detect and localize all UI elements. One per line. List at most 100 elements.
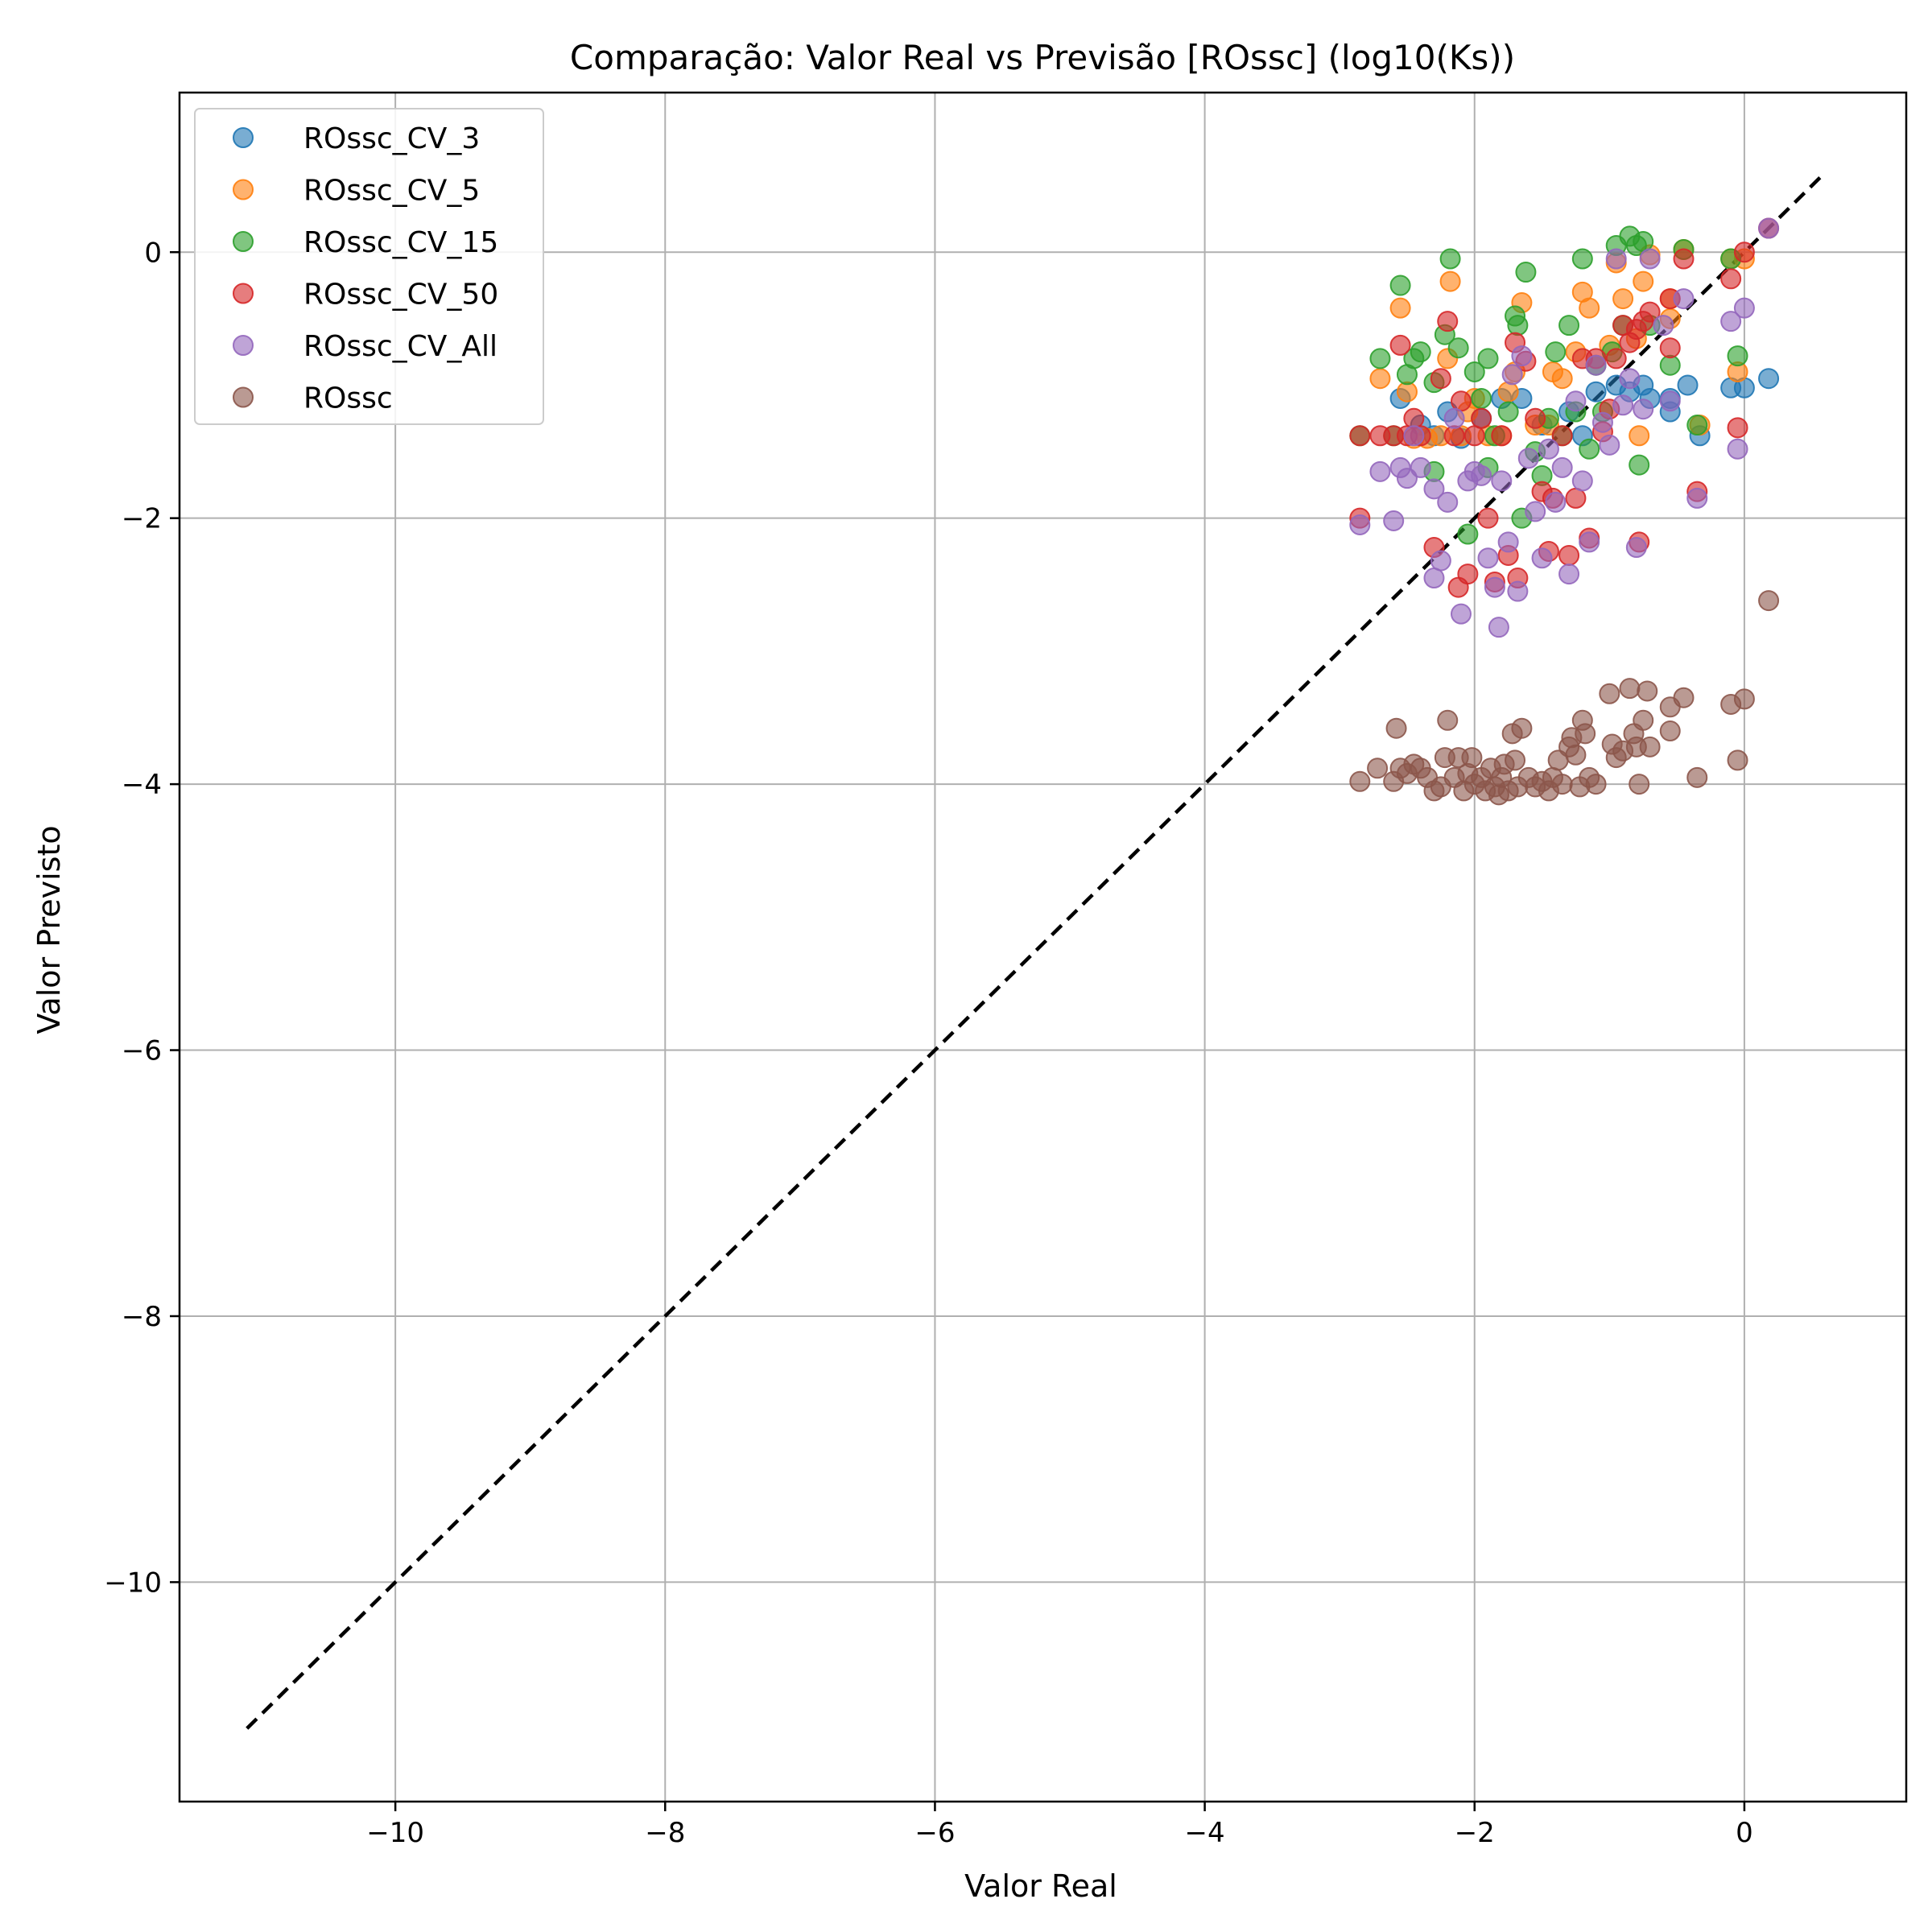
data-point bbox=[1491, 470, 1513, 492]
plot-area bbox=[178, 91, 1908, 1803]
data-point bbox=[1629, 774, 1650, 795]
grid bbox=[180, 93, 1906, 1802]
data-point bbox=[1423, 478, 1445, 500]
data-point bbox=[1758, 368, 1780, 390]
data-point bbox=[1457, 564, 1479, 585]
data-point bbox=[1507, 315, 1529, 336]
data-point bbox=[1612, 288, 1634, 310]
data-point bbox=[1639, 301, 1661, 323]
data-point bbox=[1551, 425, 1573, 447]
x-tick-label: 0 bbox=[1736, 1817, 1753, 1849]
data-point bbox=[1505, 749, 1526, 771]
legend-marker bbox=[233, 231, 254, 252]
data-point bbox=[1571, 248, 1593, 270]
data-point bbox=[1565, 744, 1587, 766]
data-point bbox=[1349, 425, 1371, 447]
data-point bbox=[1758, 590, 1780, 612]
legend-marker bbox=[233, 335, 254, 356]
data-point bbox=[1619, 678, 1641, 700]
data-point bbox=[1727, 749, 1748, 771]
data-point bbox=[1633, 231, 1654, 253]
data-point bbox=[1450, 390, 1472, 412]
data-point bbox=[1625, 537, 1647, 559]
data-point bbox=[1639, 248, 1661, 270]
data-point bbox=[1565, 390, 1587, 412]
data-point bbox=[1515, 262, 1537, 283]
data-point bbox=[1497, 531, 1519, 553]
legend: ROssc_CV_3 ROssc_CV_5 ROssc_CV_15 ROssc_CV_… bbox=[194, 108, 544, 425]
data-point bbox=[1443, 425, 1465, 447]
data-point bbox=[1733, 688, 1755, 710]
data-point bbox=[1403, 425, 1425, 447]
data-point bbox=[1369, 348, 1391, 369]
data-point bbox=[1403, 407, 1425, 429]
data-point bbox=[1673, 288, 1695, 310]
data-point bbox=[1439, 270, 1461, 292]
data-point bbox=[1633, 709, 1654, 731]
data-point bbox=[1545, 491, 1567, 513]
data-point bbox=[1538, 438, 1559, 460]
data-point bbox=[1497, 381, 1519, 402]
data-points bbox=[1349, 217, 1780, 806]
legend-label: ROssc_CV_5 bbox=[303, 175, 480, 208]
legend-label: ROssc bbox=[303, 382, 393, 415]
data-point bbox=[1471, 464, 1492, 486]
data-point bbox=[1477, 348, 1499, 369]
data-point bbox=[1461, 747, 1483, 769]
data-point bbox=[1477, 547, 1499, 569]
data-point bbox=[1585, 354, 1607, 376]
data-point bbox=[1450, 603, 1472, 625]
data-point bbox=[1599, 683, 1620, 704]
data-point bbox=[1491, 425, 1513, 447]
data-point bbox=[1501, 364, 1523, 386]
legend-label: ROssc_CV_3 bbox=[303, 122, 480, 155]
data-point bbox=[1385, 717, 1407, 739]
data-point bbox=[1758, 217, 1780, 239]
data-point bbox=[1591, 411, 1613, 433]
data-point bbox=[1659, 390, 1681, 412]
data-point bbox=[1619, 368, 1641, 390]
data-point bbox=[1369, 368, 1391, 390]
data-point bbox=[1733, 242, 1755, 263]
data-point bbox=[1673, 687, 1695, 708]
data-point bbox=[1686, 415, 1708, 436]
data-point bbox=[1437, 311, 1459, 332]
data-point bbox=[1639, 736, 1661, 758]
data-point bbox=[1517, 448, 1539, 469]
data-point bbox=[1585, 381, 1607, 402]
data-point bbox=[1612, 394, 1634, 416]
data-point bbox=[1551, 368, 1573, 390]
data-point bbox=[1439, 248, 1461, 270]
plot-frame bbox=[178, 91, 1908, 1803]
data-point bbox=[1497, 401, 1519, 423]
data-point bbox=[1637, 680, 1658, 702]
data-point bbox=[1575, 723, 1596, 745]
data-point bbox=[1551, 456, 1573, 478]
data-point bbox=[1389, 275, 1411, 296]
data-point bbox=[1525, 407, 1546, 429]
data-point bbox=[1659, 337, 1681, 359]
data-point bbox=[1659, 354, 1681, 376]
data-point bbox=[1430, 368, 1451, 390]
data-point bbox=[1686, 766, 1708, 788]
data-point bbox=[1410, 456, 1431, 478]
y-axis-ticks: 0 −2 −4 −6 −8 −10 bbox=[104, 237, 180, 1599]
x-tick-label: −10 bbox=[366, 1817, 424, 1849]
legend-label: ROssc_CV_15 bbox=[303, 226, 498, 259]
data-point bbox=[1653, 315, 1674, 336]
data-point bbox=[1727, 345, 1748, 367]
x-tick-label: −8 bbox=[645, 1817, 685, 1849]
data-point bbox=[1484, 576, 1505, 598]
data-point bbox=[1571, 470, 1593, 492]
series-5 bbox=[1349, 590, 1780, 806]
data-point bbox=[1369, 460, 1391, 482]
series-4 bbox=[1349, 217, 1780, 638]
data-point bbox=[1511, 345, 1533, 367]
x-tick-label: −2 bbox=[1455, 1817, 1495, 1849]
y-tick-label: −4 bbox=[122, 769, 162, 801]
y-tick-label: −8 bbox=[122, 1301, 162, 1333]
data-point bbox=[1545, 341, 1567, 363]
data-point bbox=[1551, 774, 1573, 795]
chart-title: Comparação: Valor Real vs Previsão [ROss… bbox=[570, 38, 1515, 77]
y-tick-label: −2 bbox=[122, 503, 162, 535]
